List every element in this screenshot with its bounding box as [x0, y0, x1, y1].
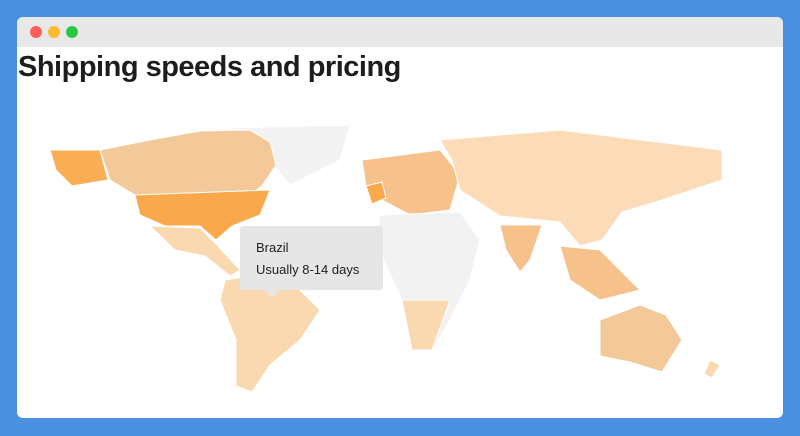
russia-asia[interactable] [439, 129, 723, 247]
close-button[interactable] [30, 26, 42, 38]
canada[interactable] [99, 129, 277, 196]
tooltip-arrow [265, 290, 279, 298]
alaska[interactable] [49, 149, 109, 187]
new-zealand[interactable] [703, 359, 721, 379]
europe[interactable] [361, 149, 461, 216]
india[interactable] [499, 224, 543, 273]
title-bar [17, 17, 783, 47]
south-africa[interactable] [401, 299, 451, 351]
browser-window: Shipping speeds and pricing Brazil Usual… [17, 17, 783, 418]
tooltip-text: Usually 8-14 days [256, 262, 360, 277]
tooltip [240, 226, 383, 298]
page-title: Shipping speeds and pricing [18, 51, 401, 83]
maximize-button[interactable] [66, 26, 78, 38]
mexico[interactable] [148, 225, 241, 277]
minimize-button[interactable] [48, 26, 60, 38]
usa[interactable] [134, 189, 271, 241]
australia[interactable] [599, 304, 683, 373]
france[interactable] [365, 181, 387, 205]
southeast-asia[interactable] [559, 245, 641, 301]
tooltip-box [240, 226, 383, 290]
tooltip-country: Brazil [256, 240, 289, 255]
world-map [49, 124, 723, 393]
